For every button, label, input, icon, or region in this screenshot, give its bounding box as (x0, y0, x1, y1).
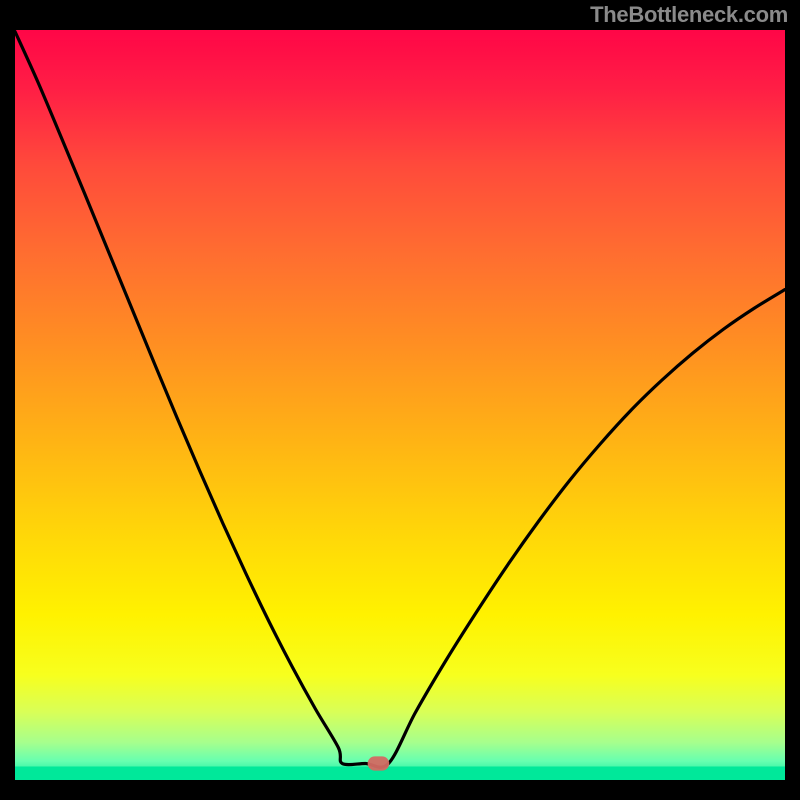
green-bottom-band (15, 767, 785, 781)
gradient-plot-area (15, 30, 785, 780)
watermark-text: TheBottleneck.com (590, 2, 788, 28)
bottleneck-chart (0, 0, 800, 800)
optimal-point-marker (368, 756, 390, 770)
